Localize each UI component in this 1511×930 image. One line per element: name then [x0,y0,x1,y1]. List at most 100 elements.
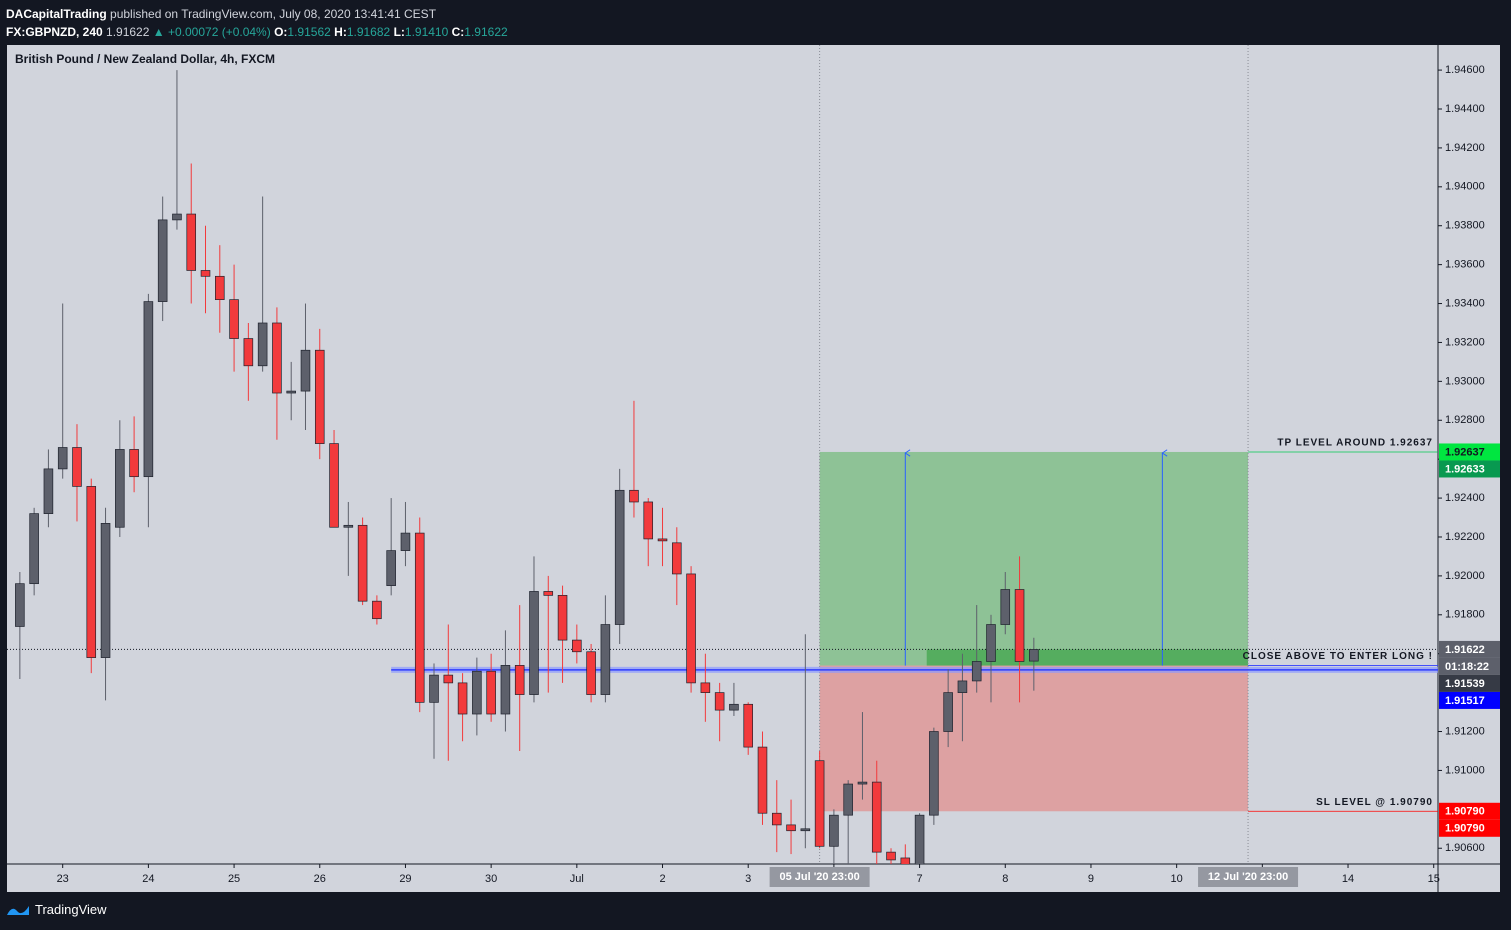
price-label: 1.91622 [1445,644,1485,656]
annotation-text: SL LEVEL @ 1.90790 [1316,797,1433,808]
y-tick-label: 1.94600 [1445,64,1485,76]
ohlc-value: 1.91410 [404,25,449,39]
x-tick-label: 24 [142,873,154,885]
symbol: FX:GBPNZD, 240 [6,25,103,39]
candle-body [329,443,339,528]
candle-body [800,828,811,832]
candle-body [443,674,454,684]
candle-body [929,731,939,816]
y-tick-label: 1.91800 [1445,609,1485,621]
ohlc-value: 1.91622 [464,25,508,39]
candle-body [257,322,268,367]
candle-body [514,665,525,695]
header: DACapitalTrading published on TradingVie… [6,5,508,41]
price-label-box [1439,674,1500,692]
x-tick-label: 25 [228,873,240,885]
candle-body [286,390,296,394]
x-tick-label: 15 [1428,873,1440,885]
candle-body [314,349,325,444]
candle-body [457,682,468,715]
candle-body [172,213,182,221]
annotation-text: TP LEVEL AROUND 1.92637 [1277,438,1433,449]
author: DACapitalTrading [6,7,107,21]
candle-body [886,851,896,861]
candle-body [229,299,239,339]
candle-body [529,591,539,695]
candle-body [657,538,668,542]
candle-body [986,624,996,662]
x-tick-label: 8 [1002,873,1008,885]
x-tick-label: Jul [570,873,584,885]
candle-body [200,270,211,277]
price-label: 1.91517 [1445,695,1485,707]
brand: TradingView [35,902,107,917]
candle-body [700,682,711,693]
y-tick-label: 1.92200 [1445,531,1485,543]
plot: TP LEVEL AROUND 1.92637 CLOSE ABOVE TO EN… [7,45,1438,864]
last: 1.91622 [106,25,150,39]
candle-body [629,489,639,503]
y-tick-label: 1.91000 [1445,764,1485,776]
candle-body [243,338,254,367]
price-label: 1.92637 [1445,446,1485,458]
crosshair-time-box [769,867,870,887]
candle-body [215,275,225,300]
candle-body [743,703,753,748]
candle-body [643,501,654,540]
candle-body [586,651,596,695]
logo [7,905,29,915]
y-tick-label: 1.91200 [1445,725,1485,737]
profit-zone [819,451,1249,666]
candle-body [43,468,54,514]
y-tick-label: 1.94400 [1445,103,1485,115]
candle-body [414,532,425,703]
chart-background [7,45,1500,892]
candle-body [272,322,282,394]
ohlc-value: 1.91562 [287,25,331,39]
x-tick-label: 9 [1088,873,1094,885]
annotation-text: CLOSE ABOVE TO ENTER LONG ! [1243,651,1433,662]
price-label: 1.91539 [1445,678,1485,690]
y-tick-label: 1.94000 [1445,181,1485,193]
candle-body [557,594,568,641]
x-tick-label: 10 [1171,873,1183,885]
candle-body [714,692,725,711]
candle-body [871,781,882,853]
candle-body [1029,649,1039,662]
candle-body [857,781,868,785]
y-tick-label: 1.93000 [1445,375,1485,387]
candle-body [386,550,396,586]
candle-body [686,573,696,684]
x-tick-label: 29 [399,873,411,885]
ohlc: O:1.91562 H:1.91682 L:1.91410 C:1.91622 [274,25,508,39]
candle-body [400,532,411,551]
price-label-box [1439,819,1500,837]
candle-body [572,639,582,653]
candle-body [300,349,311,392]
ohlc-key: L: [393,25,405,39]
x-tick-label: 7 [917,873,923,885]
crosshair-time-label: 05 Jul '20 23:00 [779,871,859,883]
candle-body [1000,589,1011,625]
candle-body [115,449,125,528]
candle-body [672,542,682,575]
y-tick-label: 1.93600 [1445,259,1485,271]
crosshair-time-label: 12 Jul '20 23:00 [1208,871,1288,883]
ohlc-key: H: [334,25,347,39]
candle-body [57,447,68,470]
candle-body [343,524,354,528]
candle-body [957,680,968,693]
x-tick-label: 23 [57,873,69,885]
candle-body [543,591,554,596]
candle-body [372,600,382,620]
price-label-box [1439,802,1500,820]
x-tick-label: 2 [659,873,665,885]
candle-body [729,703,739,711]
candle-body [72,447,82,487]
footer: TradingView [6,902,107,917]
crosshair-time-box [1198,867,1299,887]
price-label-box [1439,460,1500,478]
candle-body [86,486,97,658]
